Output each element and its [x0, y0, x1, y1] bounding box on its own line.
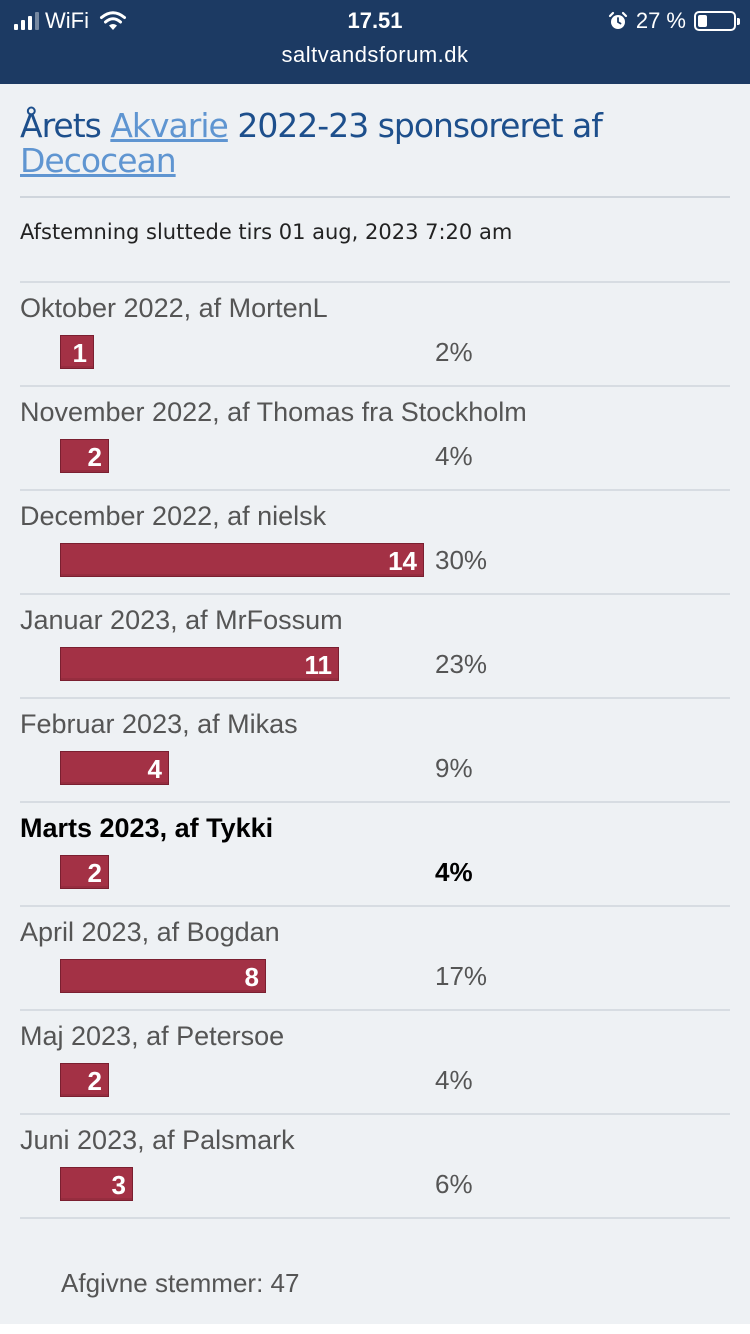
vote-bar: 1 [60, 335, 94, 369]
poll-option: Marts 2023, af Tykki 2 4% [20, 803, 730, 907]
title-middle: 2022-23 sponsoreret af [227, 106, 603, 145]
vote-percent: 4% [435, 441, 473, 471]
title-prefix: Årets [20, 106, 111, 145]
status-right: 27 % [608, 8, 740, 34]
poll-title: Årets Akvarie 2022-23 sponsoreret af Dec… [20, 108, 710, 178]
vote-percent: 6% [435, 1169, 473, 1199]
wifi-icon [99, 10, 127, 32]
vote-bar: 2 [60, 1063, 109, 1097]
vote-bar: 2 [60, 439, 109, 473]
vote-count: 4 [147, 754, 162, 784]
option-label: Februar 2023, af Mikas [20, 709, 298, 739]
option-label: Marts 2023, af Tykki [20, 813, 274, 843]
poll-option: December 2022, af nielsk 14 30% [20, 491, 730, 595]
vote-bar: 11 [60, 647, 339, 681]
vote-count: 3 [111, 1170, 126, 1200]
vote-percent: 2% [435, 337, 473, 367]
vote-count: 8 [244, 962, 259, 992]
vote-bar: 4 [60, 751, 169, 785]
vote-bar: 3 [60, 1167, 133, 1201]
poll-option: Januar 2023, af MrFossum 11 23% [20, 595, 730, 699]
option-label: November 2022, af Thomas fra Stockholm [20, 397, 527, 427]
vote-count: 14 [388, 546, 417, 576]
poll-option: Juni 2023, af Palsmark 3 6% [20, 1115, 730, 1219]
status-left: WiFi [14, 8, 127, 34]
clock: 17.51 [347, 8, 403, 33]
option-label: April 2023, af Bogdan [20, 917, 280, 947]
akvarie-link[interactable]: Akvarie [110, 106, 228, 145]
vote-count: 2 [87, 442, 102, 472]
vote-percent: 4% [435, 857, 473, 887]
vote-percent: 4% [435, 1065, 473, 1095]
poll-panel: Årets Akvarie 2022-23 sponsoreret af Dec… [0, 84, 750, 1324]
poll-option: Februar 2023, af Mikas 4 9% [20, 699, 730, 803]
url-bar[interactable]: saltvandsforum.dk [281, 42, 469, 67]
vote-percent: 17% [435, 961, 488, 991]
vote-percent: 9% [435, 753, 473, 783]
total-votes: Afgivne stemmer: 47 [61, 1268, 300, 1298]
option-label: Juni 2023, af Palsmark [20, 1125, 295, 1155]
divider [20, 281, 730, 283]
poll-option: April 2023, af Bogdan 8 17% [20, 907, 730, 1011]
alarm-icon [608, 11, 628, 31]
battery-icon [694, 11, 740, 31]
vote-count: 2 [87, 858, 102, 888]
poll-ended-text: Afstemning sluttede tirs 01 aug, 2023 7:… [20, 220, 513, 244]
option-label: Oktober 2022, af MortenL [20, 293, 328, 323]
status-bar: WiFi 17.51 27 % saltvandsforum.dk [0, 0, 750, 84]
vote-percent: 30% [435, 545, 488, 575]
vote-bar: 2 [60, 855, 109, 889]
divider [20, 196, 730, 198]
poll-option: Oktober 2022, af MortenL 1 2% [20, 283, 730, 387]
vote-bar: 8 [60, 959, 266, 993]
vote-count: 2 [87, 1066, 102, 1096]
vote-count: 1 [72, 338, 87, 368]
option-label: Januar 2023, af MrFossum [20, 605, 343, 635]
vote-bar: 14 [60, 543, 424, 577]
option-label: Maj 2023, af Petersoe [20, 1021, 285, 1051]
poll-option: November 2022, af Thomas fra Stockholm 2 4… [20, 387, 730, 491]
signal-icon [14, 12, 39, 30]
carrier-label: WiFi [45, 8, 89, 33]
poll-option: Maj 2023, af Petersoe 2 4% [20, 1011, 730, 1115]
option-label: December 2022, af nielsk [20, 501, 327, 531]
vote-count: 11 [304, 650, 333, 680]
vote-percent: 23% [435, 649, 488, 679]
decocean-link[interactable]: Decocean [20, 141, 177, 180]
battery-percent: 27 % [635, 8, 686, 33]
